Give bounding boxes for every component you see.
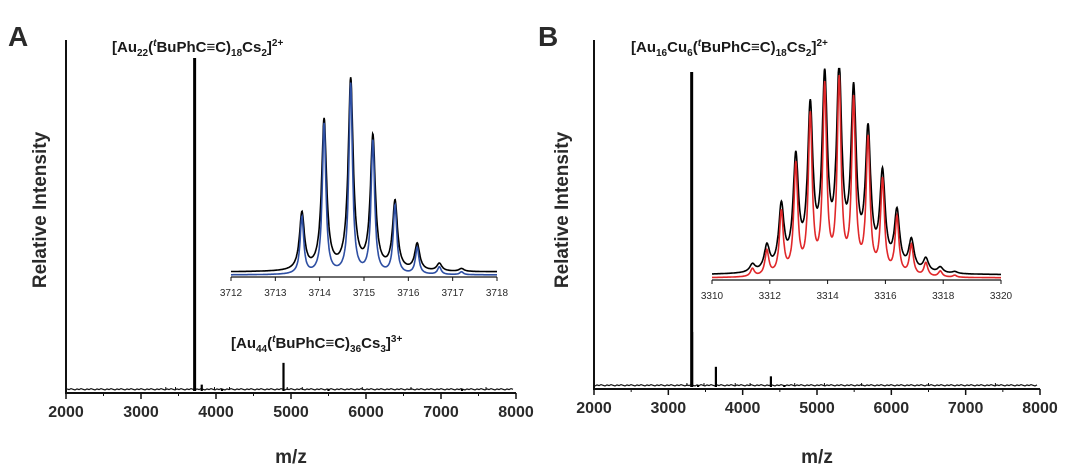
panel-label-b: B xyxy=(538,21,558,52)
baseline-trace xyxy=(594,383,1038,387)
x-axis-title: m/z xyxy=(801,447,833,468)
x-axis-title: m/z xyxy=(275,447,307,468)
inset-tick-label: 3716 xyxy=(397,288,420,299)
inset-experimental-trace xyxy=(712,67,1001,276)
x-tick-label: 5000 xyxy=(273,404,309,421)
y-axis-title: Relative Intensity xyxy=(30,131,51,288)
inset-tick-label: 3316 xyxy=(874,291,897,302)
x-tick-label: 2000 xyxy=(576,400,612,417)
inset-tick-label: 3715 xyxy=(353,288,376,299)
x-tick-label: 7000 xyxy=(948,400,984,417)
inset-tick-label: 3314 xyxy=(816,291,839,302)
panel-b: 2000 3000 4000 5000 6000 7000 8000 Relative Int… xyxy=(552,38,1058,468)
x-tick-label: 5000 xyxy=(799,400,835,417)
x-tick-label: 7000 xyxy=(423,404,459,421)
peak-annotation: [Au44(tBuPhC≡C)36Cs3]3+ xyxy=(231,334,402,355)
inset-tick-label: 3310 xyxy=(701,291,724,302)
inset-simulated-trace xyxy=(712,75,1001,279)
inset-tick-label: 3312 xyxy=(759,291,782,302)
peak-annotation: [Au16Cu6(tBuPhC≡C)18Cs2]2+ xyxy=(631,38,828,59)
inset: 3712 3713 3714 3715 3716 3717 3718 xyxy=(220,77,509,299)
inset-tick-label: 3717 xyxy=(442,288,465,299)
panel-a: 2000 3000 4000 5000 6000 7000 8000 Relative Int… xyxy=(30,38,534,468)
inset-tick-label: 3320 xyxy=(990,291,1013,302)
x-tick-label: 3000 xyxy=(651,400,687,417)
inset-tick-label: 3713 xyxy=(264,288,287,299)
inset-simulated-trace xyxy=(231,82,497,276)
x-tick-label: 8000 xyxy=(498,404,534,421)
x-tick-label: 6000 xyxy=(348,404,384,421)
inset: 3310 3312 3314 3316 3318 3320 xyxy=(701,67,1013,302)
peak-annotation: [Au22(tBuPhC≡C)18Cs2]2+ xyxy=(112,38,283,59)
inset-tick-label: 3714 xyxy=(309,288,332,299)
x-tick-label: 6000 xyxy=(874,400,910,417)
x-tick-label: 4000 xyxy=(198,404,234,421)
inset-tick-label: 3318 xyxy=(932,291,955,302)
y-axis-title: Relative Intensity xyxy=(552,131,573,288)
baseline-trace xyxy=(66,387,514,391)
panel-label-a: A xyxy=(8,21,28,52)
inset-tick-label: 3712 xyxy=(220,288,243,299)
x-tick-label: 8000 xyxy=(1022,400,1058,417)
inset-experimental-trace xyxy=(231,77,497,273)
x-tick-label: 2000 xyxy=(48,404,84,421)
inset-tick-label: 3718 xyxy=(486,288,509,299)
x-tick-label: 3000 xyxy=(123,404,159,421)
x-tick-label: 4000 xyxy=(725,400,761,417)
